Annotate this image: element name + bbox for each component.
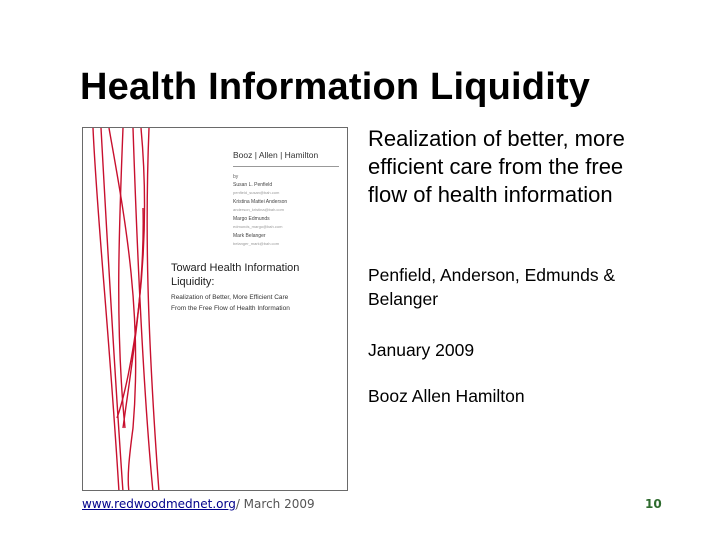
cover-brand: Booz | Allen | Hamilton [233,150,319,160]
cover-subtitle: Realization of Better, More Efficient Ca… [171,292,290,314]
footer: www.redwoodmednet.org/ March 2009 [82,497,315,511]
lead-text: Realization of better, more efficient ca… [368,126,625,207]
cover-rule [233,166,339,167]
cover-title: Toward Health Information Liquidity: [171,261,299,289]
slide-title: Health Information Liquidity [80,66,591,108]
footer-date: / March 2009 [235,497,315,511]
cover-subtitle-line: From the Free Flow of Health Information [171,305,290,312]
cover-by: by [233,174,239,180]
cover-subtitle-line: Realization of Better, More Efficient Ca… [171,294,289,301]
cover-author-email: penfield_susan@bah.com [233,190,280,195]
authors-text: Penfield, Anderson, Edmunds & Belanger [368,265,616,309]
cover-authors: Susan L. Penfield penfield_susan@bah.com… [233,182,287,250]
cover-author-name: Mark Belanger [233,233,266,239]
page-number: 10 [645,497,662,511]
organization-text: Booz Allen Hamilton [368,386,525,406]
cover-author-name: Margo Edmunds [233,216,270,222]
red-lines-decoration [92,128,160,490]
cover-title-line: Liquidity: [171,276,215,288]
cover-author-email: edmunds_margo@bah.com [233,224,283,229]
cover-title-line: Toward Health Information [171,262,300,274]
cover-author-email: anderson_kristina@bah.com [233,207,284,212]
date-text: January 2009 [368,340,475,360]
website-link[interactable]: www.redwoodmednet.org [82,497,236,511]
cover-author-name: Kristina Mattei Anderson [233,199,288,205]
cover-author-email: belanger_mark@bah.com [233,241,280,246]
cover-author-name: Susan L. Penfield [233,182,273,188]
report-cover-image: Booz | Allen | Hamilton by Susan L. Penf… [82,127,348,491]
